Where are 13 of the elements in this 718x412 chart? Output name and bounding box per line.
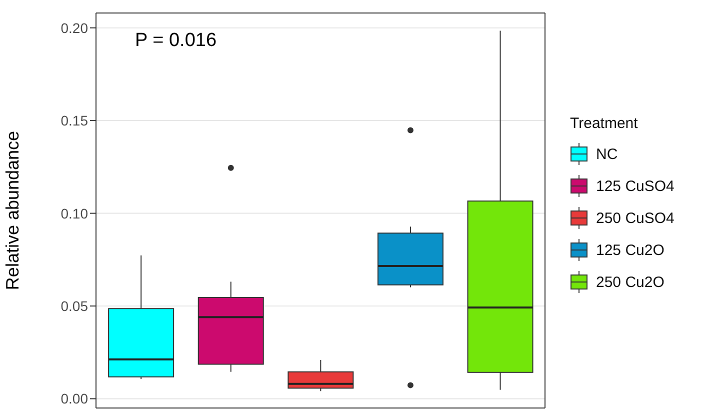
- y-tick-label: 0.20: [60, 20, 88, 36]
- legend-label: NC: [596, 146, 618, 162]
- legend-label: 250 Cu2O: [596, 274, 664, 290]
- legend-label: 125 Cu2O: [596, 242, 664, 258]
- legend-title: Treatment: [570, 115, 639, 132]
- legend-label: 250 CuSO4: [596, 210, 674, 226]
- y-tick-label: 0.10: [60, 205, 88, 222]
- legend-label: 125 CuSO4: [596, 178, 674, 194]
- y-tick-label: 0.05: [60, 298, 88, 314]
- annotation: P = 0.016: [135, 30, 217, 52]
- y-axis-title: Relative abundance: [2, 130, 22, 290]
- y-tick-label: 0.00: [60, 390, 88, 407]
- y-tick-label: 0.15: [60, 112, 88, 129]
